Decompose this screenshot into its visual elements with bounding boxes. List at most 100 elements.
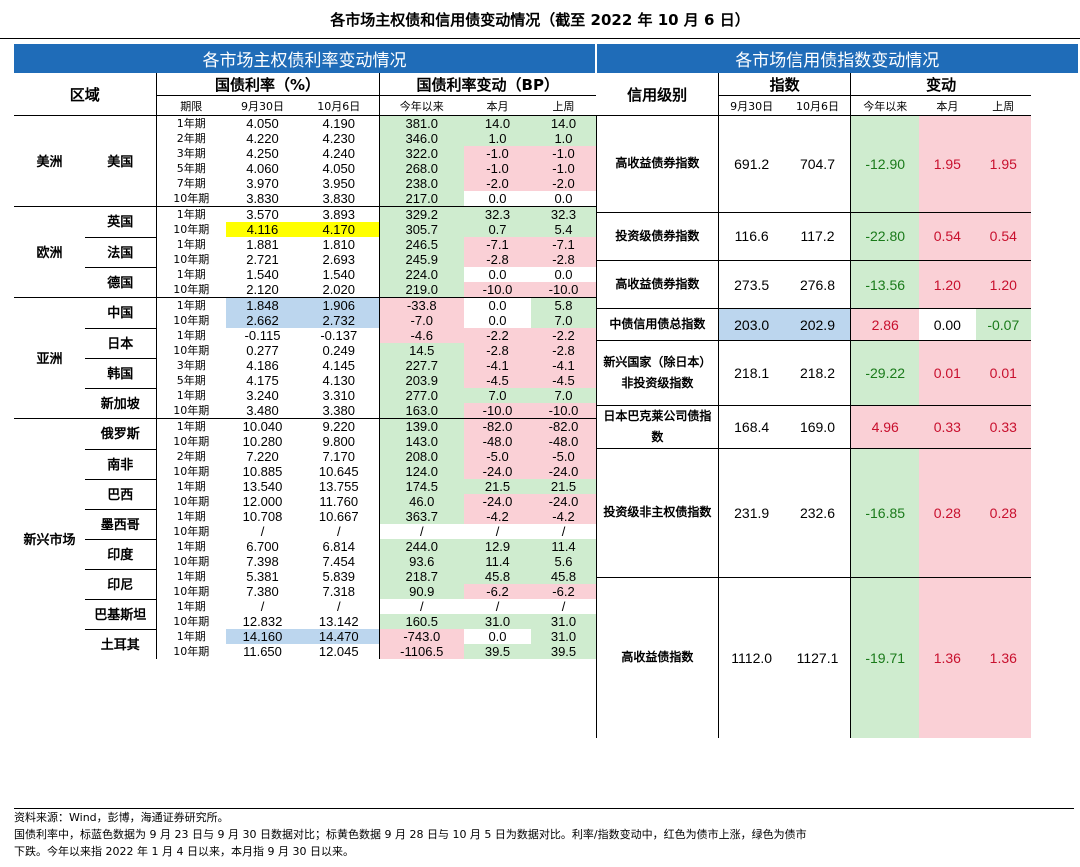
- term-cell: 10年期: [155, 313, 226, 328]
- change-mtd-cell: -2.0: [464, 176, 531, 191]
- rating-column-header: 信用级别: [596, 73, 719, 116]
- table-row: 10年期 3.830 3.830 217.0 0.0 0.0: [14, 191, 596, 207]
- credit-mtd-subheader: 本月: [919, 95, 976, 116]
- rate-date2-cell: 2.693: [322, 252, 356, 267]
- rate-date1-cell: 3.570: [226, 206, 299, 222]
- color-note-line1: 国债利率中，标蓝色数据为 9 月 23 日与 9 月 30 日数据对比；标黄色数…: [14, 828, 807, 841]
- country-label: 日本: [85, 327, 156, 358]
- change-ytd-cell: 381.0: [378, 115, 464, 131]
- rate-date2-cell: 11.760: [319, 494, 359, 509]
- ytd-subheader: 今年以来: [378, 95, 464, 116]
- term-cell: 1年期: [155, 479, 226, 494]
- term-cell: 10年期: [155, 282, 226, 298]
- change-mtd-cell: 39.5: [464, 644, 531, 659]
- change-week-cell: -10.0: [531, 403, 596, 419]
- index-ytd-cell: 2.86: [850, 308, 920, 341]
- change-ytd-cell: -7.0: [378, 313, 464, 328]
- country-label: 韩国: [85, 357, 156, 388]
- index-ytd-cell: -22.80: [850, 211, 920, 261]
- index-date2-cell: 218.2: [784, 340, 851, 406]
- term-subheader: 期限: [155, 95, 226, 116]
- change-week-cell: -6.2: [531, 584, 596, 599]
- rate-date2-cell: 4.190: [299, 115, 379, 131]
- change-ytd-cell: 203.9: [378, 373, 464, 388]
- country-label: 法国: [85, 236, 156, 267]
- index-date2-cell: 169.0: [784, 404, 851, 449]
- table-row: 7年期 3.970 3.950 238.0 -2.0 -2.0: [14, 176, 596, 191]
- table-row: 10年期 7.398 7.454 93.6 11.4 5.6: [14, 554, 596, 569]
- table-row: 新兴市场 俄罗斯 1年期 10.040 9.220 139.0 -82.0 -82.0: [14, 418, 596, 659]
- change-mtd-cell: 0.0: [464, 629, 531, 644]
- table-row: 10年期 / / / / /: [14, 524, 596, 539]
- change-week-cell: 1.0: [531, 131, 596, 146]
- color-note-line2: 下跌。今年以来指 2022 年 1 月 4 日以来，本月指 9 月 30 日以来…: [14, 845, 354, 858]
- mtd-subheader: 本月: [464, 95, 531, 116]
- table-row: 新兴国家（除日本）非投资级指数 218.1 218.2 -29.22 0.01 0.01: [596, 340, 1080, 406]
- change-mtd-cell: 7.0: [464, 388, 531, 403]
- change-ytd-cell: 322.0: [378, 146, 464, 161]
- index-mtd-cell: 1.20: [919, 259, 976, 309]
- table-row: 10年期 2.721 2.693 245.9 -2.8 -2.8: [14, 252, 596, 267]
- rate-date1-cell: 3.240: [246, 388, 279, 403]
- change-ytd-cell: 329.2: [378, 206, 464, 222]
- index-change-column-header: 变动: [850, 73, 1031, 96]
- change-ytd-cell: 219.0: [378, 282, 464, 298]
- term-cell: 10年期: [155, 222, 226, 237]
- footnotes: 资料来源：Wind，彭博，海通证券研究所。 国债利率中，标蓝色数据为 9 月 2…: [14, 808, 1074, 860]
- change-mtd-cell: -10.0: [464, 403, 531, 419]
- table-row: 墨西哥 1年期 10.708 10.667 363.7 -4.2 -4.2: [14, 508, 596, 539]
- rate-date1-cell: 7.380: [246, 584, 279, 599]
- change-mtd-cell: 12.9: [464, 539, 531, 554]
- rate-date2-cell: /: [336, 599, 341, 614]
- change-week-cell: -2.8: [531, 252, 596, 267]
- change-mtd-cell: 0.0: [464, 297, 531, 313]
- rate-date2-cell: 5.839: [322, 569, 356, 584]
- index-ytd-cell: -19.71: [850, 576, 920, 739]
- rate-date2-cell: 7.454: [322, 554, 356, 569]
- table-row: 亚洲 中国 1年期 1.848 1.906 -33.8 0.0 5.8: [14, 297, 596, 419]
- term-cell: 10年期: [155, 252, 226, 267]
- credit-rating-label: 投资级非主权债指数: [596, 447, 719, 578]
- change-week-cell: 45.8: [531, 569, 596, 584]
- credit-rating-label: 高收益债指数: [596, 576, 719, 739]
- rate-date1-cell: 10.885: [242, 464, 283, 479]
- table-row: 10年期 7.380 7.318 90.9 -6.2 -6.2: [14, 584, 596, 599]
- table-row: 法国 1年期 1.881 1.810 246.5 -7.1 -7.1: [14, 236, 596, 267]
- table-row: 美洲 美国 1年期 4.050 4.190 381.0 14.0 14.0: [14, 115, 596, 207]
- term-cell: 1年期: [155, 418, 226, 434]
- change-mtd-cell: -2.2: [464, 328, 531, 343]
- change-ytd-cell: -4.6: [378, 328, 464, 343]
- index-date2-cell: 1127.1: [784, 576, 851, 739]
- table-row: 10年期 3.480 3.380 163.0 -10.0 -10.0: [14, 403, 596, 419]
- rate-date1-cell: -0.115: [244, 328, 281, 343]
- rate-date2-cell: 6.814: [322, 539, 356, 554]
- change-week-cell: 0.0: [531, 267, 596, 282]
- credit-section-header: 各市场信用债指数变动情况: [596, 44, 1080, 73]
- term-cell: 7年期: [155, 176, 226, 191]
- change-mtd-cell: -4.1: [464, 358, 531, 373]
- change-week-cell: -1.0: [531, 146, 596, 161]
- table-row: 巴基斯坦 1年期 / / / / /: [14, 598, 596, 629]
- table-row: 日本 1年期 -0.115 -0.137 -4.6 -2.2 -2.2: [14, 327, 596, 358]
- country-label: 巴基斯坦: [85, 598, 156, 629]
- change-week-cell: 31.0: [531, 629, 596, 644]
- change-week-cell: 32.3: [531, 206, 596, 222]
- change-mtd-cell: -24.0: [464, 464, 531, 479]
- rate-date2-cell: 10.667: [318, 509, 359, 524]
- term-cell: 10年期: [155, 343, 226, 358]
- change-ytd-cell: -1106.5: [378, 644, 464, 659]
- change-mtd-cell: 0.0: [464, 267, 531, 282]
- rate-date1-cell: 13.540: [242, 479, 283, 494]
- rate-date1-cell: 14.160: [226, 629, 299, 644]
- term-cell: 10年期: [155, 644, 226, 659]
- table-row: 2年期 4.220 4.230 346.0 1.0 1.0: [14, 131, 596, 146]
- change-week-cell: 14.0: [531, 115, 596, 131]
- rate-date2-cell: 3.310: [322, 388, 356, 403]
- rate-date2-cell: 1.810: [322, 237, 356, 252]
- rate-date2-cell: 4.130: [322, 373, 356, 388]
- change-ytd-cell: 224.0: [378, 267, 464, 282]
- index-date1-cell: 231.9: [717, 447, 785, 578]
- rate-date1-cell: 3.480: [246, 403, 279, 418]
- change-ytd-cell: 93.6: [378, 554, 464, 569]
- table-row: 韩国 3年期 4.186 4.145 227.7 -4.1 -4.1: [14, 357, 596, 388]
